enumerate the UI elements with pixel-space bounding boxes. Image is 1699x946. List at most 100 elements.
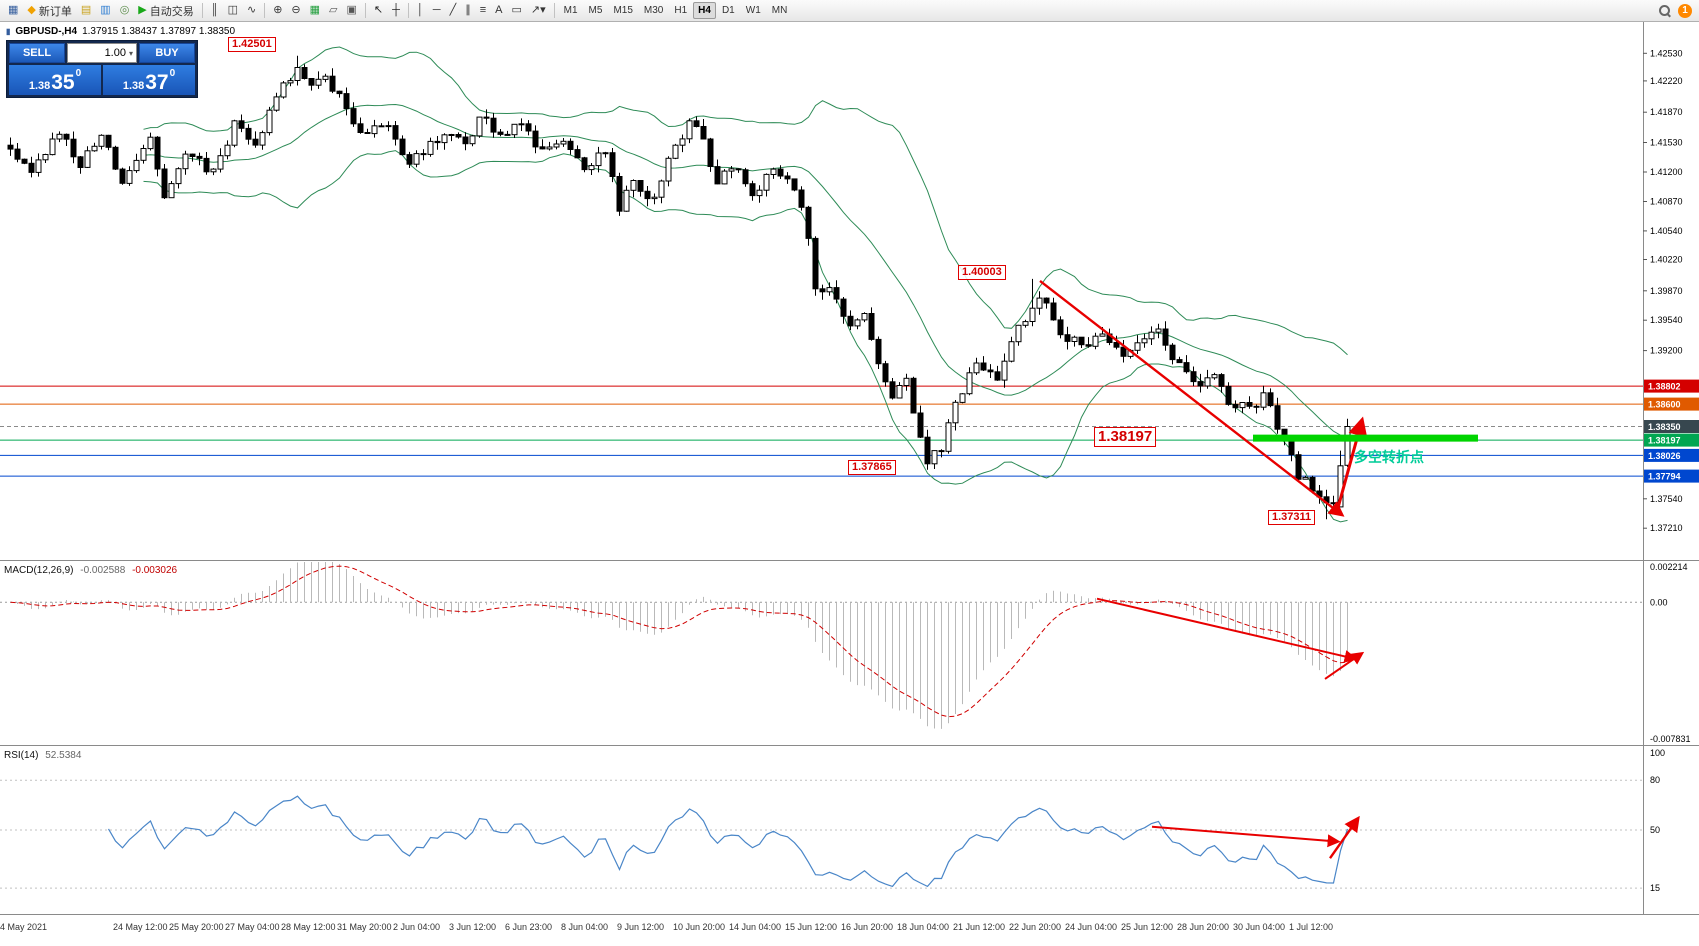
text-icon[interactable]: A	[491, 2, 506, 20]
buy-price-button[interactable]: 1.38 37 0	[103, 65, 195, 95]
price-tag-label: 1.38026	[1648, 451, 1681, 461]
candle	[560, 140, 567, 145]
price-annotation[interactable]: 1.37865	[848, 460, 896, 476]
rsi-line	[107, 795, 1349, 888]
timeframe-w1-button[interactable]: W1	[745, 5, 761, 16]
price-annotation[interactable]: 1.40003	[958, 265, 1006, 281]
candle	[168, 183, 175, 199]
timeframe-m1-button[interactable]: M1	[563, 5, 578, 16]
channel-icon[interactable]: ∥	[461, 2, 475, 20]
candle	[1232, 403, 1239, 409]
candle	[1169, 344, 1176, 361]
candle	[252, 138, 259, 146]
candle	[280, 82, 287, 98]
price-annotation[interactable]: 1.42501	[228, 37, 276, 53]
crosshair-icon[interactable]: ┼	[388, 2, 404, 20]
sell-button[interactable]: SELL	[9, 43, 65, 63]
macd-convergence-arrow[interactable]	[1324, 651, 1365, 680]
candle	[525, 123, 532, 132]
trendline-icon[interactable]: ╱	[446, 2, 461, 20]
timeframe-h4-button[interactable]: H4	[693, 2, 716, 19]
label-icon[interactable]: ▭	[507, 2, 525, 20]
tile-windows-icon[interactable]: ▦	[306, 2, 324, 20]
candle	[1253, 405, 1260, 408]
time-axis[interactable]	[0, 916, 1699, 946]
candle	[273, 96, 280, 111]
refresh-icon[interactable]: ◎	[116, 2, 134, 20]
chart-list-icon[interactable]: ▤	[77, 2, 95, 20]
candle	[1113, 342, 1120, 348]
new-order-button[interactable]: ◆ 新订单	[23, 2, 75, 20]
notification-badge[interactable]: 1	[1678, 3, 1692, 18]
search-icon[interactable]	[1658, 4, 1671, 17]
timeframe-m15-button[interactable]: M15	[613, 5, 633, 16]
timeframe-d1-button[interactable]: D1	[721, 5, 735, 16]
market-watch-icon[interactable]: ▥	[96, 2, 114, 20]
symbol-period-label: GBPUSD-,H4	[15, 26, 78, 37]
cursor-icon[interactable]: ↖	[370, 2, 387, 20]
toolbar-separator	[364, 3, 366, 18]
timeframe-h1-button[interactable]: H1	[674, 5, 688, 16]
price-scale[interactable]	[1643, 22, 1699, 913]
candle	[308, 78, 315, 86]
candle	[1225, 385, 1232, 405]
fibonacci-icon[interactable]: ≡	[476, 2, 490, 20]
candle	[973, 362, 980, 374]
trendline-icon-glyph: ╱	[449, 4, 457, 16]
candle	[749, 183, 756, 197]
timeframe-mn-button[interactable]: MN	[771, 5, 788, 16]
rsi-up-arrow[interactable]	[1329, 815, 1360, 859]
timeframe-m5-button[interactable]: M5	[588, 5, 603, 16]
trade-controls-row: SELL 1.00 ▾ BUY	[9, 43, 195, 63]
rsi-trend-arrow[interactable]	[1151, 825, 1341, 848]
zoom-in-icon[interactable]: ⊕	[269, 2, 286, 20]
cascade-windows-icon[interactable]: ▱	[325, 2, 341, 20]
candle	[1015, 324, 1022, 343]
macd-panel[interactable]	[0, 562, 1643, 745]
candle	[938, 450, 945, 453]
autotrading-button[interactable]: ▶ 自动交易	[134, 2, 197, 20]
candle	[238, 120, 245, 129]
rsi-tick-label: 15	[1650, 883, 1660, 893]
text-icon-glyph: A	[495, 4, 503, 16]
candle	[210, 168, 217, 173]
buy-button[interactable]: BUY	[139, 43, 195, 63]
price-tag-label: 1.38802	[1648, 382, 1681, 392]
horizontal-line-icon-glyph: ─	[432, 4, 441, 16]
bar-chart-icon[interactable]: ║	[207, 2, 223, 20]
zoom-out-icon[interactable]: ⊖	[287, 2, 304, 20]
trendline-down-arrow[interactable]	[1039, 279, 1345, 517]
volume-caret-icon[interactable]: ▾	[128, 48, 133, 58]
timeframe-m30-button[interactable]: M30	[643, 5, 664, 16]
volume-input[interactable]: 1.00 ▾	[67, 43, 137, 63]
candle	[812, 237, 819, 290]
chart-window-icon[interactable]: ▦	[4, 2, 22, 20]
toolbar-separator	[553, 3, 555, 18]
candle	[511, 123, 518, 136]
horizontal-line-icon[interactable]: ─	[429, 2, 445, 20]
note-annotation[interactable]: 多空转折点	[1354, 449, 1424, 465]
candle	[28, 162, 35, 173]
toolbar: 1 ▦ ◆ 新订单 ▤ ▥ ◎ ▶ 自动交易 ║ ◫ ∿ ⊕ ⊖ ▦ ▱ ▣ ↖ ┼ │ ─ ╱ ∥ ≡ A ▭ ↗▾ M1 M5 M1…	[0, 0, 1699, 22]
chart-window-icon-glyph: ▦	[8, 4, 19, 16]
candle	[301, 67, 308, 79]
shapes-dropdown-icon[interactable]: ↗▾	[527, 2, 550, 20]
price-annotation[interactable]: 1.37311	[1268, 510, 1316, 526]
arrange-icons-icon[interactable]: ▣	[343, 2, 361, 20]
macd-trend-arrow[interactable]	[1096, 597, 1358, 663]
price-tick-label: 1.40870	[1650, 197, 1683, 207]
sell-price-button[interactable]: 1.38 35 0	[9, 65, 101, 95]
time-axis-label: 8 Jun 04:00	[561, 922, 608, 932]
tile-windows-icon-glyph: ▦	[309, 4, 321, 16]
time-axis-label: 6 Jun 23:00	[505, 922, 552, 932]
candle	[952, 401, 959, 424]
candle	[217, 155, 224, 170]
macd-signal-line	[10, 565, 1348, 718]
candle	[1274, 405, 1281, 430]
price-annotation[interactable]: 1.38197	[1094, 427, 1157, 447]
vertical-line-icon[interactable]: │	[413, 2, 428, 20]
candlestick-chart-icon[interactable]: ◫	[224, 2, 242, 20]
line-chart-icon[interactable]: ∿	[243, 2, 260, 20]
candle	[945, 422, 952, 452]
